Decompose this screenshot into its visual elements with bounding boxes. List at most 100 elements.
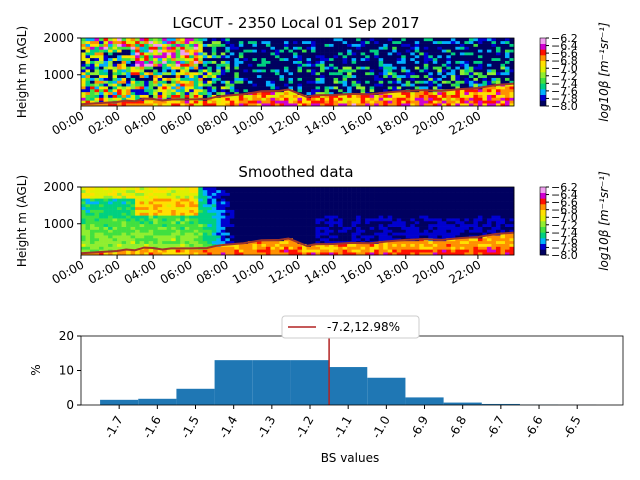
heatmap-cell xyxy=(162,215,167,219)
heatmap-cell xyxy=(491,74,497,78)
heatmap-cell xyxy=(85,46,91,50)
heatmap-cell xyxy=(216,226,222,230)
heatmap-cell xyxy=(144,86,149,90)
heatmap-cell xyxy=(103,235,109,239)
heatmap-cell xyxy=(162,238,167,242)
heatmap-cell xyxy=(306,77,312,81)
heatmap-cell xyxy=(261,206,267,210)
heatmap-cell xyxy=(342,215,348,219)
heatmap-cell xyxy=(162,209,167,213)
heatmap-cell xyxy=(144,83,149,87)
heatmap-cell xyxy=(383,218,389,222)
heatmap-cell xyxy=(369,94,375,98)
heatmap-cell xyxy=(274,49,280,53)
heatmap-cell xyxy=(504,249,510,253)
heatmap-cell xyxy=(261,77,267,81)
x-tick-label: 22:00 xyxy=(446,108,483,137)
heatmap-cell xyxy=(153,94,158,98)
heatmap-cell xyxy=(464,49,470,53)
heatmap-cell xyxy=(81,91,86,95)
heatmap-cell xyxy=(320,232,325,236)
heatmap-cell xyxy=(504,74,510,78)
heatmap-cell xyxy=(491,55,497,59)
heatmap-cell xyxy=(365,43,370,47)
heatmap-cell xyxy=(252,201,258,205)
heatmap-cell xyxy=(374,189,379,193)
heatmap-cell xyxy=(270,204,276,208)
heatmap-cell xyxy=(99,77,104,81)
heatmap-cell xyxy=(94,38,100,42)
heatmap-cell xyxy=(279,226,285,230)
heatmap-cell xyxy=(464,103,470,107)
heatmap-cell xyxy=(473,89,479,93)
heatmap-cell xyxy=(193,218,199,222)
heatmap-cell xyxy=(437,103,443,107)
heatmap-cell xyxy=(198,240,204,244)
heatmap-cell xyxy=(175,46,181,50)
heatmap-cell xyxy=(139,89,145,93)
heatmap-cell xyxy=(256,226,262,230)
heatmap-cell xyxy=(365,221,370,225)
heatmap-cell xyxy=(351,38,357,42)
heatmap-cell xyxy=(486,192,492,196)
heatmap-cell xyxy=(338,103,343,107)
heatmap-cell xyxy=(193,43,199,47)
heatmap-cell xyxy=(234,226,240,230)
heatmap-cell xyxy=(320,38,325,42)
heatmap-cell xyxy=(243,192,249,196)
heatmap-cell xyxy=(207,103,213,107)
heatmap-cell xyxy=(356,60,361,64)
heatmap-cell xyxy=(117,206,122,210)
heatmap-cell xyxy=(455,187,461,191)
heatmap-cell xyxy=(292,209,298,213)
heatmap-cell xyxy=(274,215,280,219)
heatmap-cell xyxy=(369,198,375,202)
heatmap-cell xyxy=(184,204,190,208)
heatmap-cell xyxy=(311,201,316,205)
heatmap-cell xyxy=(351,89,357,93)
heatmap-cell xyxy=(121,74,127,78)
heatmap-cell xyxy=(392,221,398,225)
heatmap-cell xyxy=(274,221,280,225)
heatmap-cell xyxy=(243,252,249,256)
heatmap-cell xyxy=(396,223,402,227)
heatmap-cell xyxy=(387,52,393,56)
heatmap-cell xyxy=(491,187,497,191)
heatmap-cell xyxy=(234,57,240,61)
heatmap-cell xyxy=(450,249,456,253)
heatmap-cell xyxy=(85,83,91,87)
heatmap-cell xyxy=(202,40,208,44)
heatmap-cell xyxy=(333,232,339,236)
heatmap-cell xyxy=(184,187,190,191)
heatmap-cell xyxy=(441,249,447,253)
heatmap-cell xyxy=(495,91,501,95)
heatmap-cell xyxy=(468,52,474,56)
heatmap-cell xyxy=(283,74,289,78)
heatmap-cell xyxy=(365,60,370,64)
heatmap-cell xyxy=(495,43,501,47)
heatmap-cell xyxy=(450,252,456,256)
heatmap-cell xyxy=(256,74,262,78)
heatmap-cell xyxy=(324,189,330,193)
heatmap-cell xyxy=(446,52,452,56)
heatmap-cell xyxy=(112,94,118,98)
heatmap-cell xyxy=(509,226,515,230)
heatmap-cell xyxy=(175,40,181,44)
heatmap-cell xyxy=(378,232,384,236)
x-tick-label: 18:00 xyxy=(374,257,411,286)
heatmap-cell xyxy=(283,103,289,107)
heatmap-cell xyxy=(486,94,492,98)
heatmap-cell xyxy=(252,74,258,78)
heatmap-cell xyxy=(464,192,470,196)
heatmap-cell xyxy=(126,238,131,242)
heatmap-cell xyxy=(238,57,244,61)
colorbar-segment xyxy=(540,43,546,50)
heatmap-cell xyxy=(414,43,420,47)
heatmap-cell xyxy=(166,209,172,213)
colorbar-segment xyxy=(540,226,546,233)
heatmap-cell xyxy=(283,100,289,104)
heatmap-cell xyxy=(189,40,195,44)
heatmap-cell xyxy=(117,218,122,222)
heatmap-cell xyxy=(252,97,258,101)
heatmap-cell xyxy=(365,72,370,76)
